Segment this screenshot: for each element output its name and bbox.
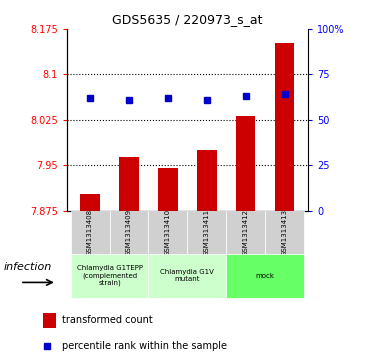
- FancyBboxPatch shape: [265, 211, 304, 254]
- Text: GSM1313411: GSM1313411: [204, 209, 210, 256]
- FancyBboxPatch shape: [148, 211, 187, 254]
- Text: GSM1313409: GSM1313409: [126, 209, 132, 256]
- Text: mock: mock: [256, 273, 275, 279]
- FancyBboxPatch shape: [226, 211, 265, 254]
- FancyBboxPatch shape: [148, 254, 226, 298]
- Text: infection: infection: [3, 262, 52, 272]
- Text: GSM1313412: GSM1313412: [243, 209, 249, 256]
- Text: GSM1313408: GSM1313408: [87, 209, 93, 256]
- Text: GSM1313410: GSM1313410: [165, 209, 171, 256]
- FancyBboxPatch shape: [226, 254, 304, 298]
- Text: Chlamydia G1TEPP
(complemented
strain): Chlamydia G1TEPP (complemented strain): [76, 265, 142, 286]
- Bar: [197, 150, 217, 211]
- Bar: [158, 168, 178, 211]
- Title: GDS5635 / 220973_s_at: GDS5635 / 220973_s_at: [112, 13, 263, 26]
- Bar: [275, 43, 294, 211]
- FancyBboxPatch shape: [109, 211, 148, 254]
- FancyBboxPatch shape: [70, 211, 109, 254]
- Text: percentile rank within the sample: percentile rank within the sample: [62, 340, 227, 351]
- Bar: [81, 193, 100, 211]
- Text: GSM1313413: GSM1313413: [282, 209, 288, 256]
- Bar: [43, 313, 56, 328]
- Text: Chlamydia G1V
mutant: Chlamydia G1V mutant: [160, 269, 214, 282]
- Text: transformed count: transformed count: [62, 315, 153, 325]
- Bar: [236, 116, 255, 211]
- FancyBboxPatch shape: [187, 211, 226, 254]
- FancyBboxPatch shape: [70, 254, 148, 298]
- Bar: [119, 157, 139, 211]
